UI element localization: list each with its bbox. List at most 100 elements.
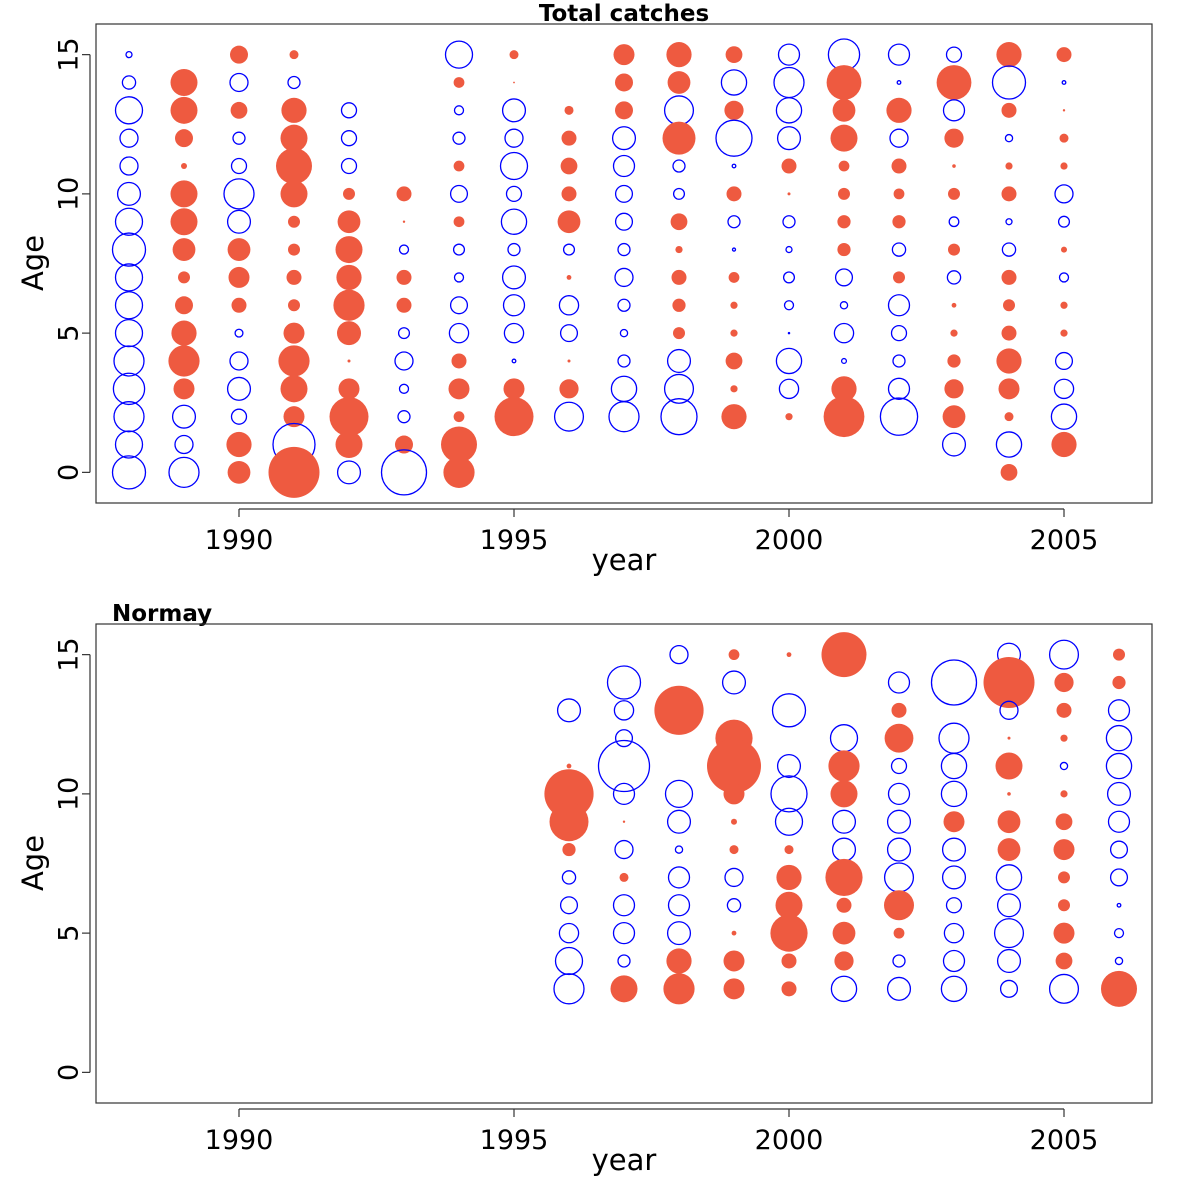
plot-frame <box>95 23 1153 504</box>
bubble-positive <box>448 378 470 400</box>
bubble-positive <box>168 345 200 377</box>
bubble-positive <box>173 378 195 400</box>
bubble-positive <box>268 446 320 498</box>
bubble-positive <box>826 65 862 100</box>
bubble-negative <box>614 729 634 748</box>
bubble-negative <box>340 130 358 147</box>
bubble-negative <box>887 377 911 400</box>
bubble-positive <box>832 921 856 945</box>
x-axis-title: year <box>592 543 657 577</box>
bubble-negative <box>721 670 747 695</box>
bubble-negative <box>1114 956 1124 966</box>
bubble-positive <box>1053 922 1075 944</box>
bubble-negative <box>114 263 144 292</box>
bubble-negative <box>114 291 144 320</box>
bubble-positive <box>673 327 685 340</box>
bubble-negative <box>617 954 631 968</box>
bubble-negative <box>715 119 753 157</box>
bubble-negative <box>617 242 631 257</box>
bubble-positive <box>943 811 965 833</box>
bubble-negative <box>448 322 470 344</box>
bubble-negative <box>553 401 585 432</box>
bubble-positive <box>288 215 300 228</box>
bubble-positive <box>936 65 972 100</box>
bubble-positive <box>1056 702 1072 718</box>
x-tick-label: 2005 <box>1030 1125 1099 1156</box>
bubble-negative <box>114 318 144 348</box>
bubble-positive <box>509 50 519 60</box>
bubble-negative <box>834 268 854 287</box>
bubble-positive <box>335 431 363 459</box>
bubble-positive <box>831 376 857 402</box>
bubble-negative <box>941 837 967 862</box>
bubble-positive <box>730 385 738 393</box>
bubble-negative <box>114 96 144 125</box>
bubble-positive <box>654 685 704 735</box>
bubble-negative <box>501 98 527 123</box>
bubble-negative <box>226 376 252 401</box>
bubble-negative <box>340 157 358 175</box>
bubble-negative <box>234 328 244 338</box>
bubble-positive <box>836 897 852 913</box>
bubble-positive <box>670 213 688 231</box>
bubble-positive <box>723 783 745 805</box>
bubble-positive <box>996 42 1022 68</box>
bubble-negative <box>614 839 634 860</box>
chart-title: Normay <box>112 601 212 627</box>
bubble-positive <box>178 271 190 284</box>
bubble-positive <box>950 329 958 337</box>
bubble-negative <box>125 50 133 59</box>
x-axis: 1990 1995 2000 2005 <box>205 508 1098 556</box>
bubble-negative <box>452 131 466 145</box>
bubble-negative <box>1050 403 1078 430</box>
bubble-positive <box>396 297 412 313</box>
bubble-negative <box>879 397 919 436</box>
bubble-positive <box>823 396 865 438</box>
bubble-negative <box>1106 781 1132 806</box>
chart-title: Total catches <box>539 1 709 27</box>
bubble-negative <box>672 187 686 200</box>
bubble-negative <box>114 430 144 459</box>
bubble-positive <box>567 359 571 363</box>
bubble-positive <box>721 404 747 430</box>
bubble-positive <box>997 838 1021 861</box>
bubble-negative <box>230 157 248 175</box>
bubble-positive <box>337 210 361 234</box>
bubble-negative <box>946 270 962 285</box>
y-tick-label: 0 <box>53 1064 84 1081</box>
bubble-positive <box>451 353 467 369</box>
bubble-positive <box>830 124 858 152</box>
bubble-negative <box>612 154 636 178</box>
bubble-negative <box>782 271 796 284</box>
bubble-positive <box>996 348 1022 374</box>
bubble-positive <box>995 752 1023 780</box>
bubble-positive <box>566 275 572 280</box>
bubble-negative <box>1109 840 1129 859</box>
y-axis: 0 5 10 15 <box>53 637 91 1081</box>
bubble-negative <box>114 207 144 236</box>
bubble-negative <box>614 267 634 288</box>
bubble-positive <box>952 164 956 168</box>
bubble-negative <box>940 752 968 780</box>
bubble-negative <box>940 780 968 808</box>
bubble-positive <box>170 208 198 236</box>
bubble-negative <box>941 432 967 457</box>
bubble-positive <box>1051 431 1077 458</box>
bubble-negative <box>886 837 912 862</box>
bubble-positive <box>559 379 579 399</box>
bubble-negative <box>1054 184 1074 204</box>
bubble-negative <box>613 700 635 721</box>
bubble-positive <box>786 652 792 658</box>
bubble-negative <box>886 976 912 1001</box>
bubble-negative <box>174 434 194 455</box>
bubble-positive <box>172 238 196 261</box>
bubble-positive <box>561 130 577 146</box>
bubble-positive <box>175 296 193 315</box>
bubble-negative <box>830 975 858 1003</box>
bubble-negative <box>397 327 411 340</box>
bubble-positive <box>1060 301 1068 309</box>
y-axis-title: Age <box>16 835 50 891</box>
bubble-negative <box>1054 351 1074 371</box>
bubble-positive <box>1058 871 1070 884</box>
bubble-positive <box>283 322 305 344</box>
